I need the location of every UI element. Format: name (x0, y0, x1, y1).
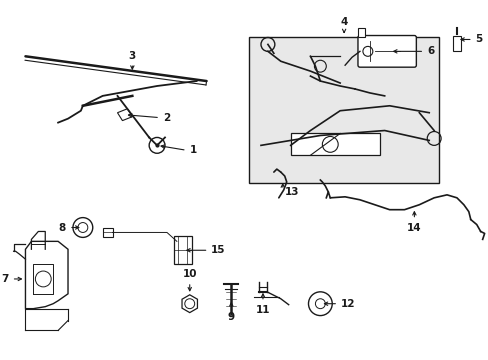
Polygon shape (25, 241, 68, 309)
Text: 10: 10 (182, 269, 197, 279)
Polygon shape (117, 109, 132, 121)
Text: 1: 1 (189, 145, 197, 155)
Bar (174, 237, 191, 264)
Bar (452, 36, 460, 51)
Text: 11: 11 (255, 305, 270, 315)
Text: 2: 2 (163, 113, 170, 123)
Text: 7: 7 (1, 274, 9, 284)
FancyBboxPatch shape (357, 36, 415, 67)
Text: 4: 4 (340, 17, 347, 27)
Polygon shape (357, 28, 364, 37)
Text: 15: 15 (210, 245, 224, 255)
Text: 12: 12 (341, 299, 355, 309)
Bar (248, 36, 438, 183)
Polygon shape (102, 228, 112, 237)
Text: 3: 3 (128, 51, 136, 61)
Polygon shape (182, 295, 197, 312)
Text: 6: 6 (427, 46, 434, 57)
Text: 5: 5 (474, 35, 481, 45)
FancyBboxPatch shape (290, 134, 379, 155)
Text: 9: 9 (227, 312, 234, 321)
Text: 13: 13 (284, 187, 299, 197)
Text: 14: 14 (406, 222, 421, 233)
Text: 8: 8 (59, 222, 66, 233)
